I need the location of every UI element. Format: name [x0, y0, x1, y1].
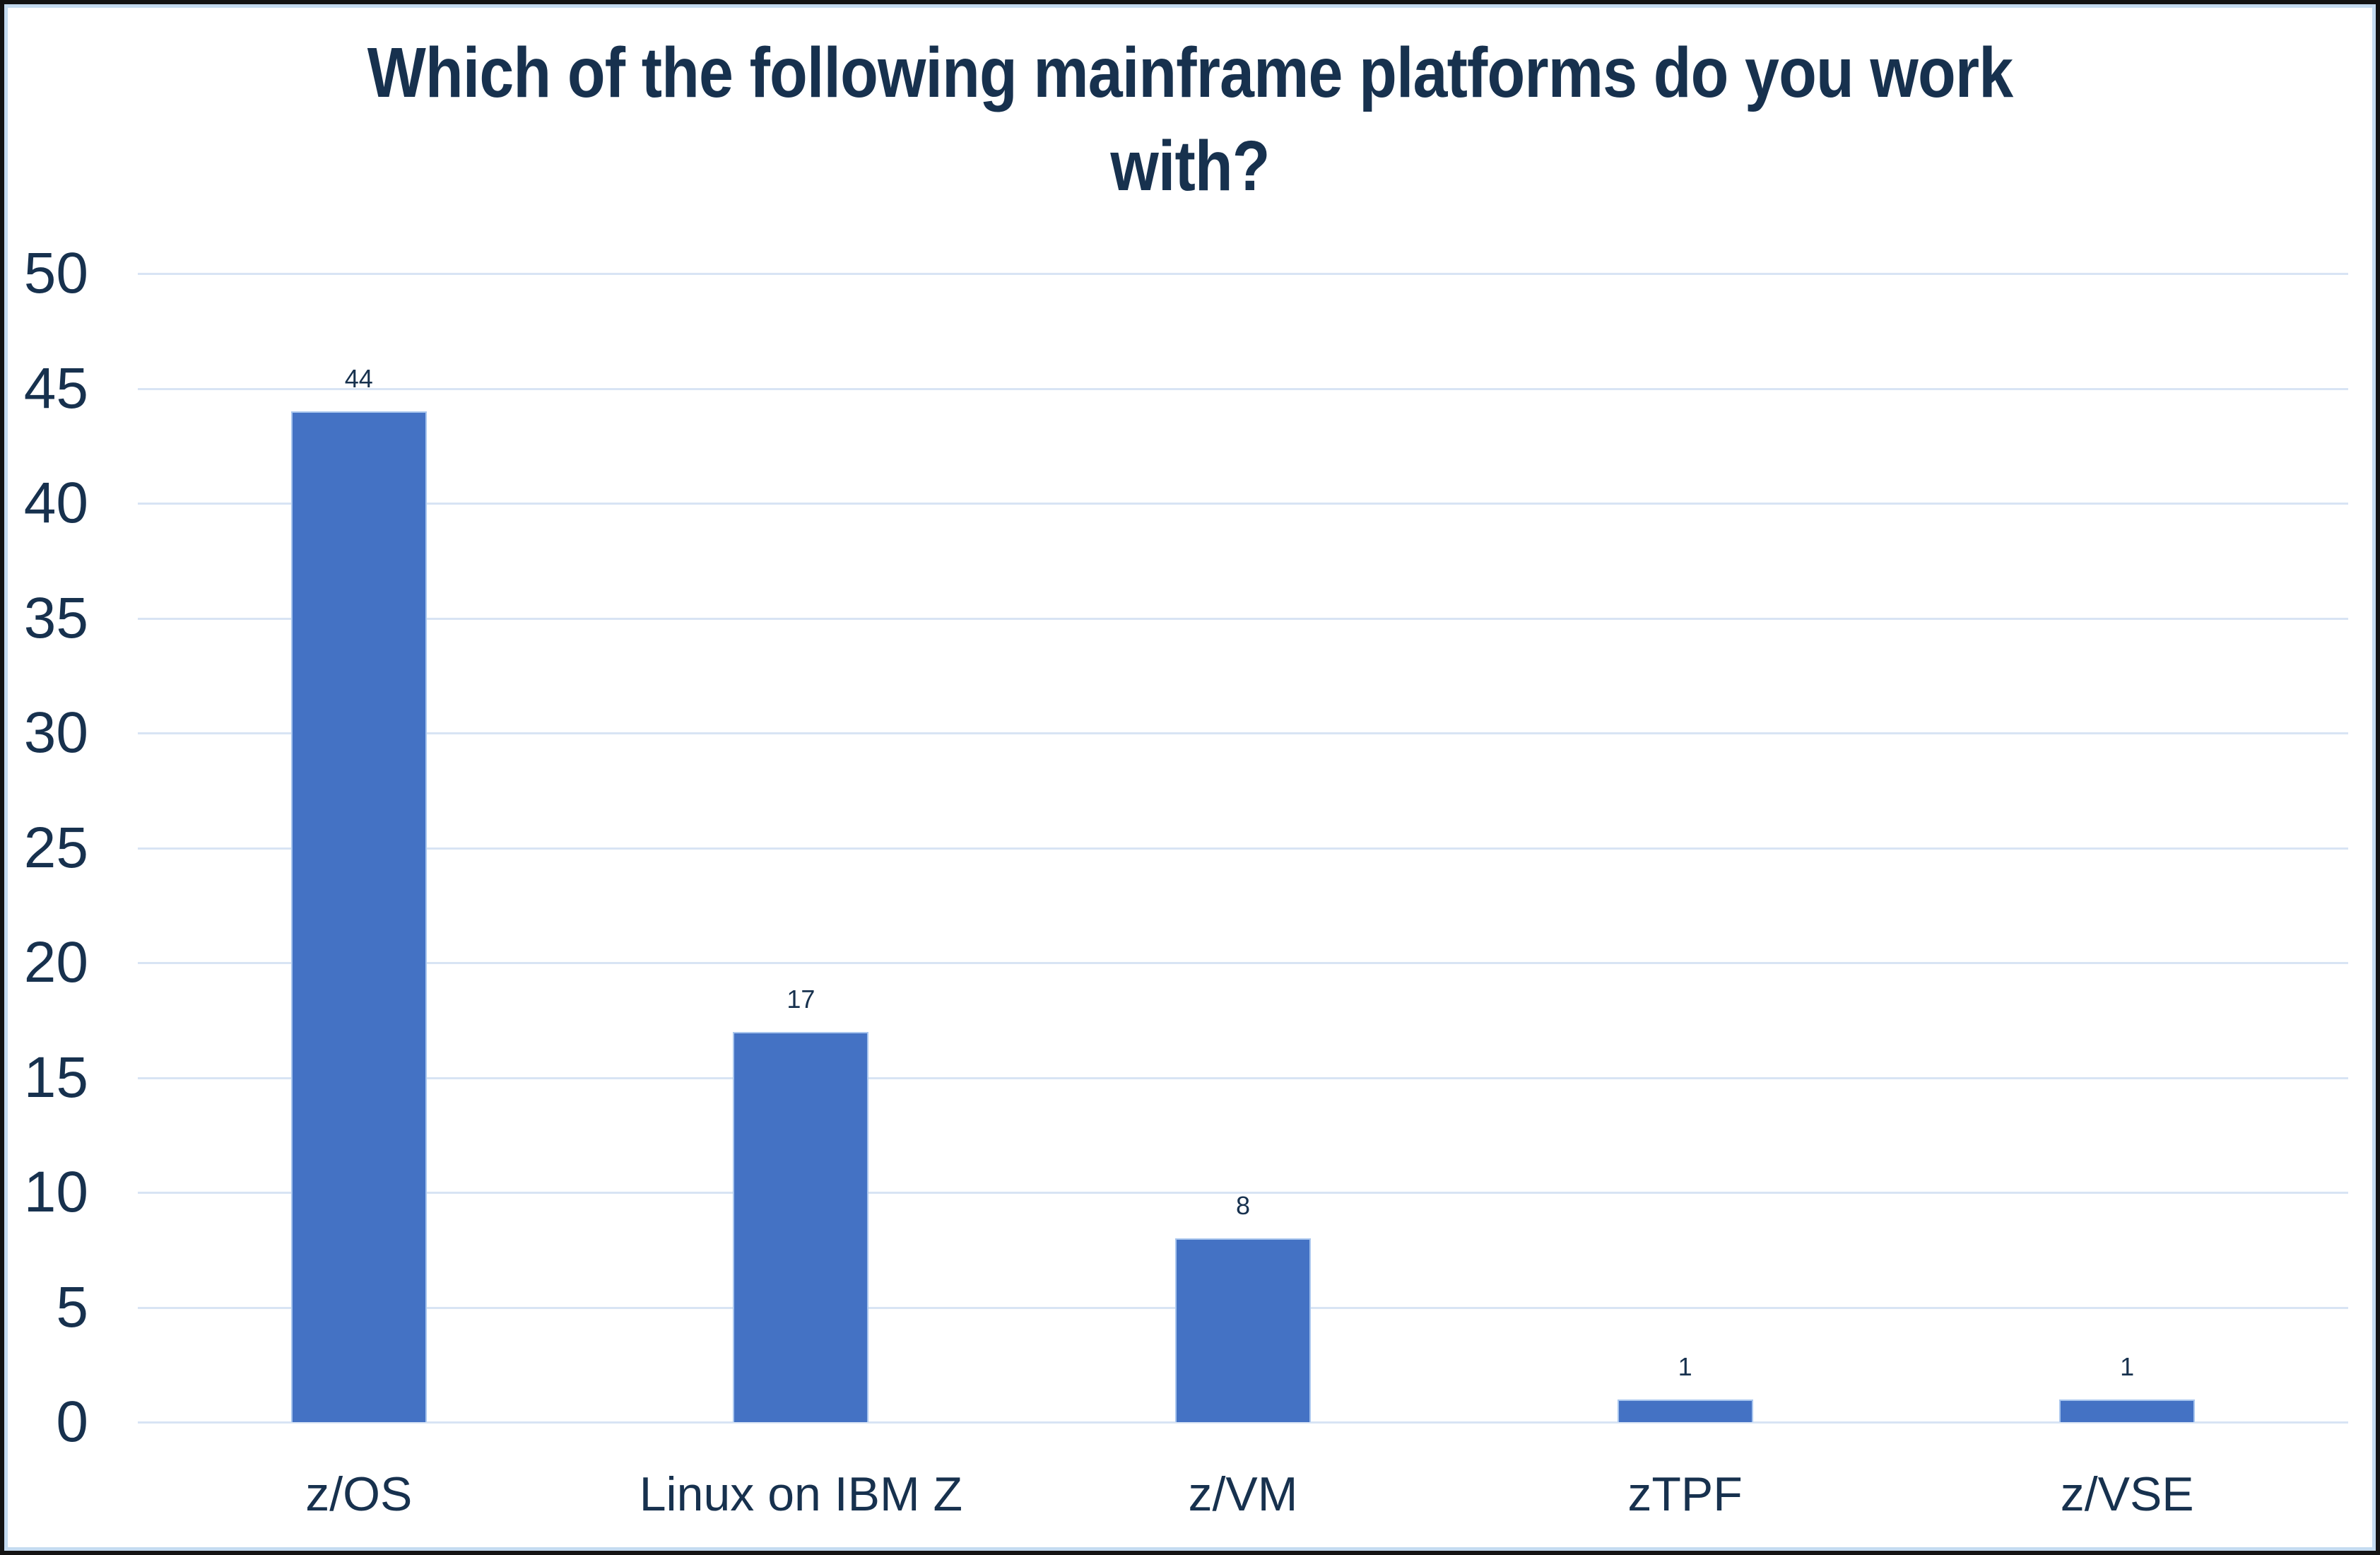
x-category-label-z-os: z/OS [305, 1467, 413, 1521]
y-tick-label-20: 20 [23, 930, 88, 994]
y-tick-label-0: 0 [56, 1390, 88, 1454]
y-tick-label-40: 40 [23, 471, 88, 535]
y-tick-label-10: 10 [23, 1160, 88, 1224]
x-category-label-ztpf: zTPF [1627, 1467, 1743, 1521]
bar-value-label-z-vse: 1 [2120, 1351, 2135, 1381]
plot-area: 0 5 10 15 20 25 30 35 40 45 50 44 z/OS 17 Linux on IBM… [24, 241, 2348, 1521]
gridline-25 [138, 847, 2348, 850]
y-tick-label-50: 50 [23, 241, 88, 305]
bar-linux-on-ibm-z [733, 1031, 869, 1422]
x-category-label-linux-on-ibm-z: Linux on IBM Z [639, 1467, 963, 1521]
gridline-30 [138, 732, 2348, 734]
gridline-45 [138, 387, 2348, 390]
gridline-0 [138, 1421, 2348, 1424]
gridline-35 [138, 617, 2348, 620]
gridline-15 [138, 1076, 2348, 1079]
y-tick-label-35: 35 [23, 585, 88, 650]
gridline-10 [138, 1192, 2348, 1194]
chart-surface: Which of the following mainframe platfor… [4, 4, 2376, 1551]
bar-value-label-z-vm: 8 [1235, 1191, 1251, 1220]
bar-z-vse [2059, 1399, 2196, 1422]
bar-z-vm [1175, 1238, 1311, 1422]
bar-value-label-ztpf: 1 [1678, 1351, 1692, 1381]
y-tick-label-15: 15 [23, 1045, 88, 1110]
y-tick-label-45: 45 [23, 356, 88, 421]
y-tick-label-25: 25 [23, 815, 88, 880]
bar-value-label-z-os: 44 [344, 364, 373, 393]
chart-title-line-1: Which of the following mainframe platfor… [367, 33, 2013, 112]
chart-title-line-2: with? [1110, 127, 1270, 206]
bar-ztpf [1617, 1399, 1753, 1422]
x-category-label-z-vm: z/VM [1188, 1467, 1298, 1521]
bar-value-label-linux-on-ibm-z: 17 [787, 984, 815, 1014]
y-tick-label-5: 5 [56, 1274, 88, 1339]
gridline-50 [138, 273, 2348, 275]
chart-title: Which of the following mainframe platfor… [150, 26, 2230, 213]
gridline-20 [138, 962, 2348, 964]
bar-z-os [290, 411, 427, 1422]
y-tick-label-30: 30 [23, 700, 88, 765]
gridline-40 [138, 503, 2348, 505]
x-category-label-z-vse: z/VSE [2060, 1467, 2194, 1521]
